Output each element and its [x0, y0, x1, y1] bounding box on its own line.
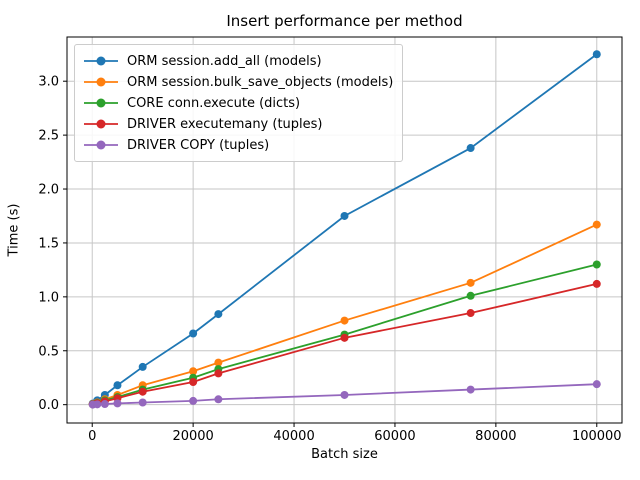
y-tick-label: 2.0: [38, 183, 59, 198]
legend-item: ORM session.add_all (models): [83, 51, 393, 71]
series-line-1: [92, 223, 598, 405]
legend-item: DRIVER COPY (tuples): [83, 135, 393, 155]
x-tick-label: 0: [88, 429, 96, 444]
legend-line-marker-icon: [84, 56, 118, 66]
data-point: [340, 211, 349, 220]
data-point: [592, 279, 601, 288]
chart-title: Insert performance per method: [226, 12, 463, 30]
y-tick-label: 0.5: [38, 344, 59, 359]
series-line-0: [92, 53, 598, 405]
data-point: [113, 381, 122, 390]
data-point: [592, 380, 601, 389]
data-point: [340, 390, 349, 399]
data-point: [466, 385, 475, 394]
legend-line-marker-icon: [84, 119, 118, 129]
y-tick-label: 1.5: [38, 236, 59, 251]
data-point: [340, 316, 349, 325]
x-tick-label: 40000: [273, 429, 314, 444]
data-point: [214, 358, 223, 367]
data-point: [592, 220, 601, 229]
data-point: [214, 369, 223, 378]
data-point: [214, 310, 223, 319]
data-point: [93, 400, 102, 409]
legend: ORM session.add_all (models) ORM session.…: [74, 44, 404, 162]
y-tick-label: 2.5: [38, 129, 59, 144]
legend-line-marker-icon: [84, 77, 118, 87]
x-tick-label: 80000: [475, 429, 516, 444]
data-point: [138, 362, 147, 371]
data-point: [466, 291, 475, 300]
data-point: [189, 378, 198, 387]
data-point: [592, 50, 601, 59]
x-tick-label: 20000: [172, 429, 213, 444]
data-point: [189, 367, 198, 376]
data-point: [100, 400, 109, 409]
legend-item: CORE conn.execute (dicts): [83, 93, 393, 113]
y-tick-label: 0.0: [38, 398, 59, 413]
data-point: [340, 333, 349, 342]
legend-label: DRIVER COPY (tuples): [127, 137, 270, 153]
series-line-3: [92, 283, 597, 406]
data-point: [466, 278, 475, 287]
data-point: [138, 398, 147, 407]
legend-line-marker-icon: [84, 140, 118, 150]
data-point: [189, 396, 198, 405]
axes-frame: [66, 36, 623, 424]
legend-line-marker-icon: [84, 98, 118, 108]
legend-label: DRIVER executemany (tuples): [127, 116, 323, 132]
legend-item: ORM session.bulk_save_objects (models): [83, 72, 393, 92]
data-point: [214, 395, 223, 404]
x-axis-label: Batch size: [311, 447, 378, 462]
legend-item: DRIVER executemany (tuples): [83, 114, 393, 134]
x-tick-label: 100000: [572, 429, 622, 444]
data-point: [138, 387, 147, 396]
x-tick-label: 60000: [374, 429, 415, 444]
legend-label: CORE conn.execute (dicts): [127, 95, 301, 111]
data-point: [466, 144, 475, 153]
data-point: [113, 399, 122, 408]
y-tick-label: 3.0: [38, 75, 59, 90]
legend-label: ORM session.bulk_save_objects (models): [127, 74, 394, 90]
data-point: [592, 260, 601, 269]
y-tick-label: 1.0: [38, 290, 59, 305]
data-point: [189, 329, 198, 338]
data-point: [466, 309, 475, 318]
legend-label: ORM session.add_all (models): [127, 53, 322, 69]
y-axis-label: Time (s): [6, 203, 22, 257]
